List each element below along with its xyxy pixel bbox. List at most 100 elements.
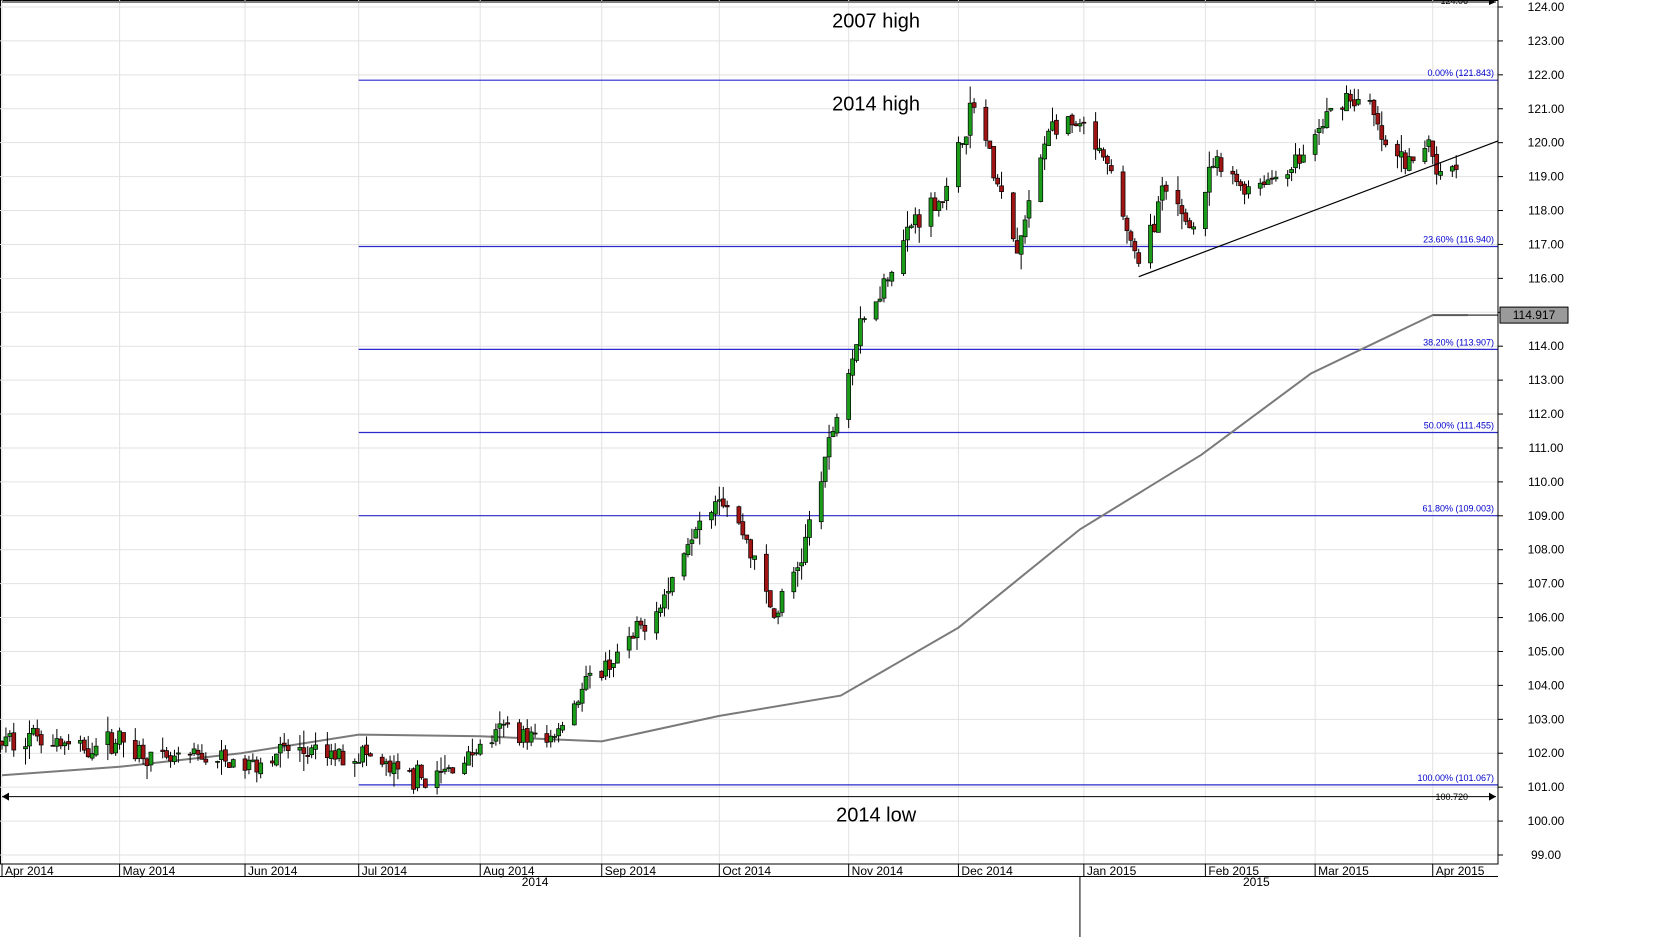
candle [963,136,969,155]
y-tick-label: 113.00 [1528,373,1564,387]
candle [967,86,973,149]
candle-body-up [1301,154,1306,163]
top-level-label: 124.06 [1440,0,1468,6]
candle [1324,97,1330,129]
candle [121,732,126,758]
candle [1187,217,1193,229]
candle-body-up [415,764,420,789]
candle [27,720,32,759]
candle [607,649,612,678]
candle [1022,215,1028,244]
candle-body-down [764,553,769,592]
candle [407,767,413,773]
candle-body-up [885,279,891,282]
candle [681,552,687,581]
candle-body-down [999,185,1004,193]
fib-label: 50.00% (111.455) [1424,421,1494,431]
candle-body-down [66,741,71,745]
candle-body-up [1203,191,1208,229]
candle [85,735,91,758]
candle-body-up [583,675,589,690]
candle [411,767,416,794]
candle-body-down [58,738,64,747]
candle-body-down [1395,143,1400,157]
candle [1410,156,1416,164]
candle [340,744,346,766]
candle-body-up [442,768,448,772]
candle [1010,191,1016,242]
candle-body-up [7,733,13,737]
candle-body-up [807,519,812,538]
candle-body-up [716,499,722,502]
candle [991,146,997,181]
drawn-lines: 100.720 124.06 [2,0,1499,802]
candle-body-up [901,240,906,275]
candle-body-up [822,456,828,482]
candle-body-up [434,770,440,788]
year-label: 2014 [522,875,549,889]
candle-body-up [909,225,914,228]
candle [611,663,616,678]
candle [548,729,554,748]
candle [1399,135,1404,173]
candle-body-up [795,567,801,572]
candle-body-up [1265,179,1271,185]
y-tick-label: 118.00 [1528,204,1564,218]
candle [744,534,750,544]
candle-body-down [38,734,44,746]
candle [630,632,636,639]
candle [764,544,769,604]
top-level-arrow [1489,0,1496,5]
support-arrow-right [1489,792,1496,801]
candle [959,143,965,148]
candle-body-up [615,651,620,664]
candle-body-down [11,732,17,751]
y-tick-label: 101.00 [1528,780,1565,794]
candle [807,510,812,546]
annotation-label: 2014 high [832,94,920,116]
candle [274,753,279,767]
candle [140,738,146,765]
candle [767,590,773,609]
candle-body-up [928,197,934,227]
x-tick-label: Sep 2014 [605,864,657,878]
candle [944,177,950,211]
candle [685,537,691,558]
candle-body-up [93,745,99,756]
candle-body-up [881,278,887,299]
candle [752,555,757,570]
candle [1316,119,1322,146]
candle-body-up [834,417,840,434]
candle-body-up [1285,174,1291,179]
candle [62,740,68,755]
candle-body-down [470,752,475,756]
candle-body-up [391,762,397,775]
candle [599,670,605,681]
candle-body-down [0,741,5,746]
candle [1269,170,1275,185]
candle-body-up [669,577,675,593]
y-tick-label: 117.00 [1528,237,1564,251]
candle-body-down [1010,192,1016,240]
candle-body-up [967,102,973,136]
candle-body-up [709,512,714,521]
candle [1105,154,1110,175]
candle [1371,99,1377,127]
candle-body-down [987,140,993,149]
candle-body-up [297,747,303,751]
candle [1289,167,1294,182]
candle-body-up [681,553,687,577]
candle [1093,112,1098,160]
candle [560,721,565,733]
candle-body-down [748,539,754,559]
candle [1128,229,1134,248]
candle [466,745,471,766]
candle [387,755,393,777]
candle [799,548,804,580]
candle-body-up [360,746,365,763]
candle-body-down [724,504,730,508]
candle-body-up [246,759,252,770]
candle-body-up [552,736,558,738]
candle [1069,113,1075,134]
y-tick-label: 100.00 [1528,814,1565,828]
